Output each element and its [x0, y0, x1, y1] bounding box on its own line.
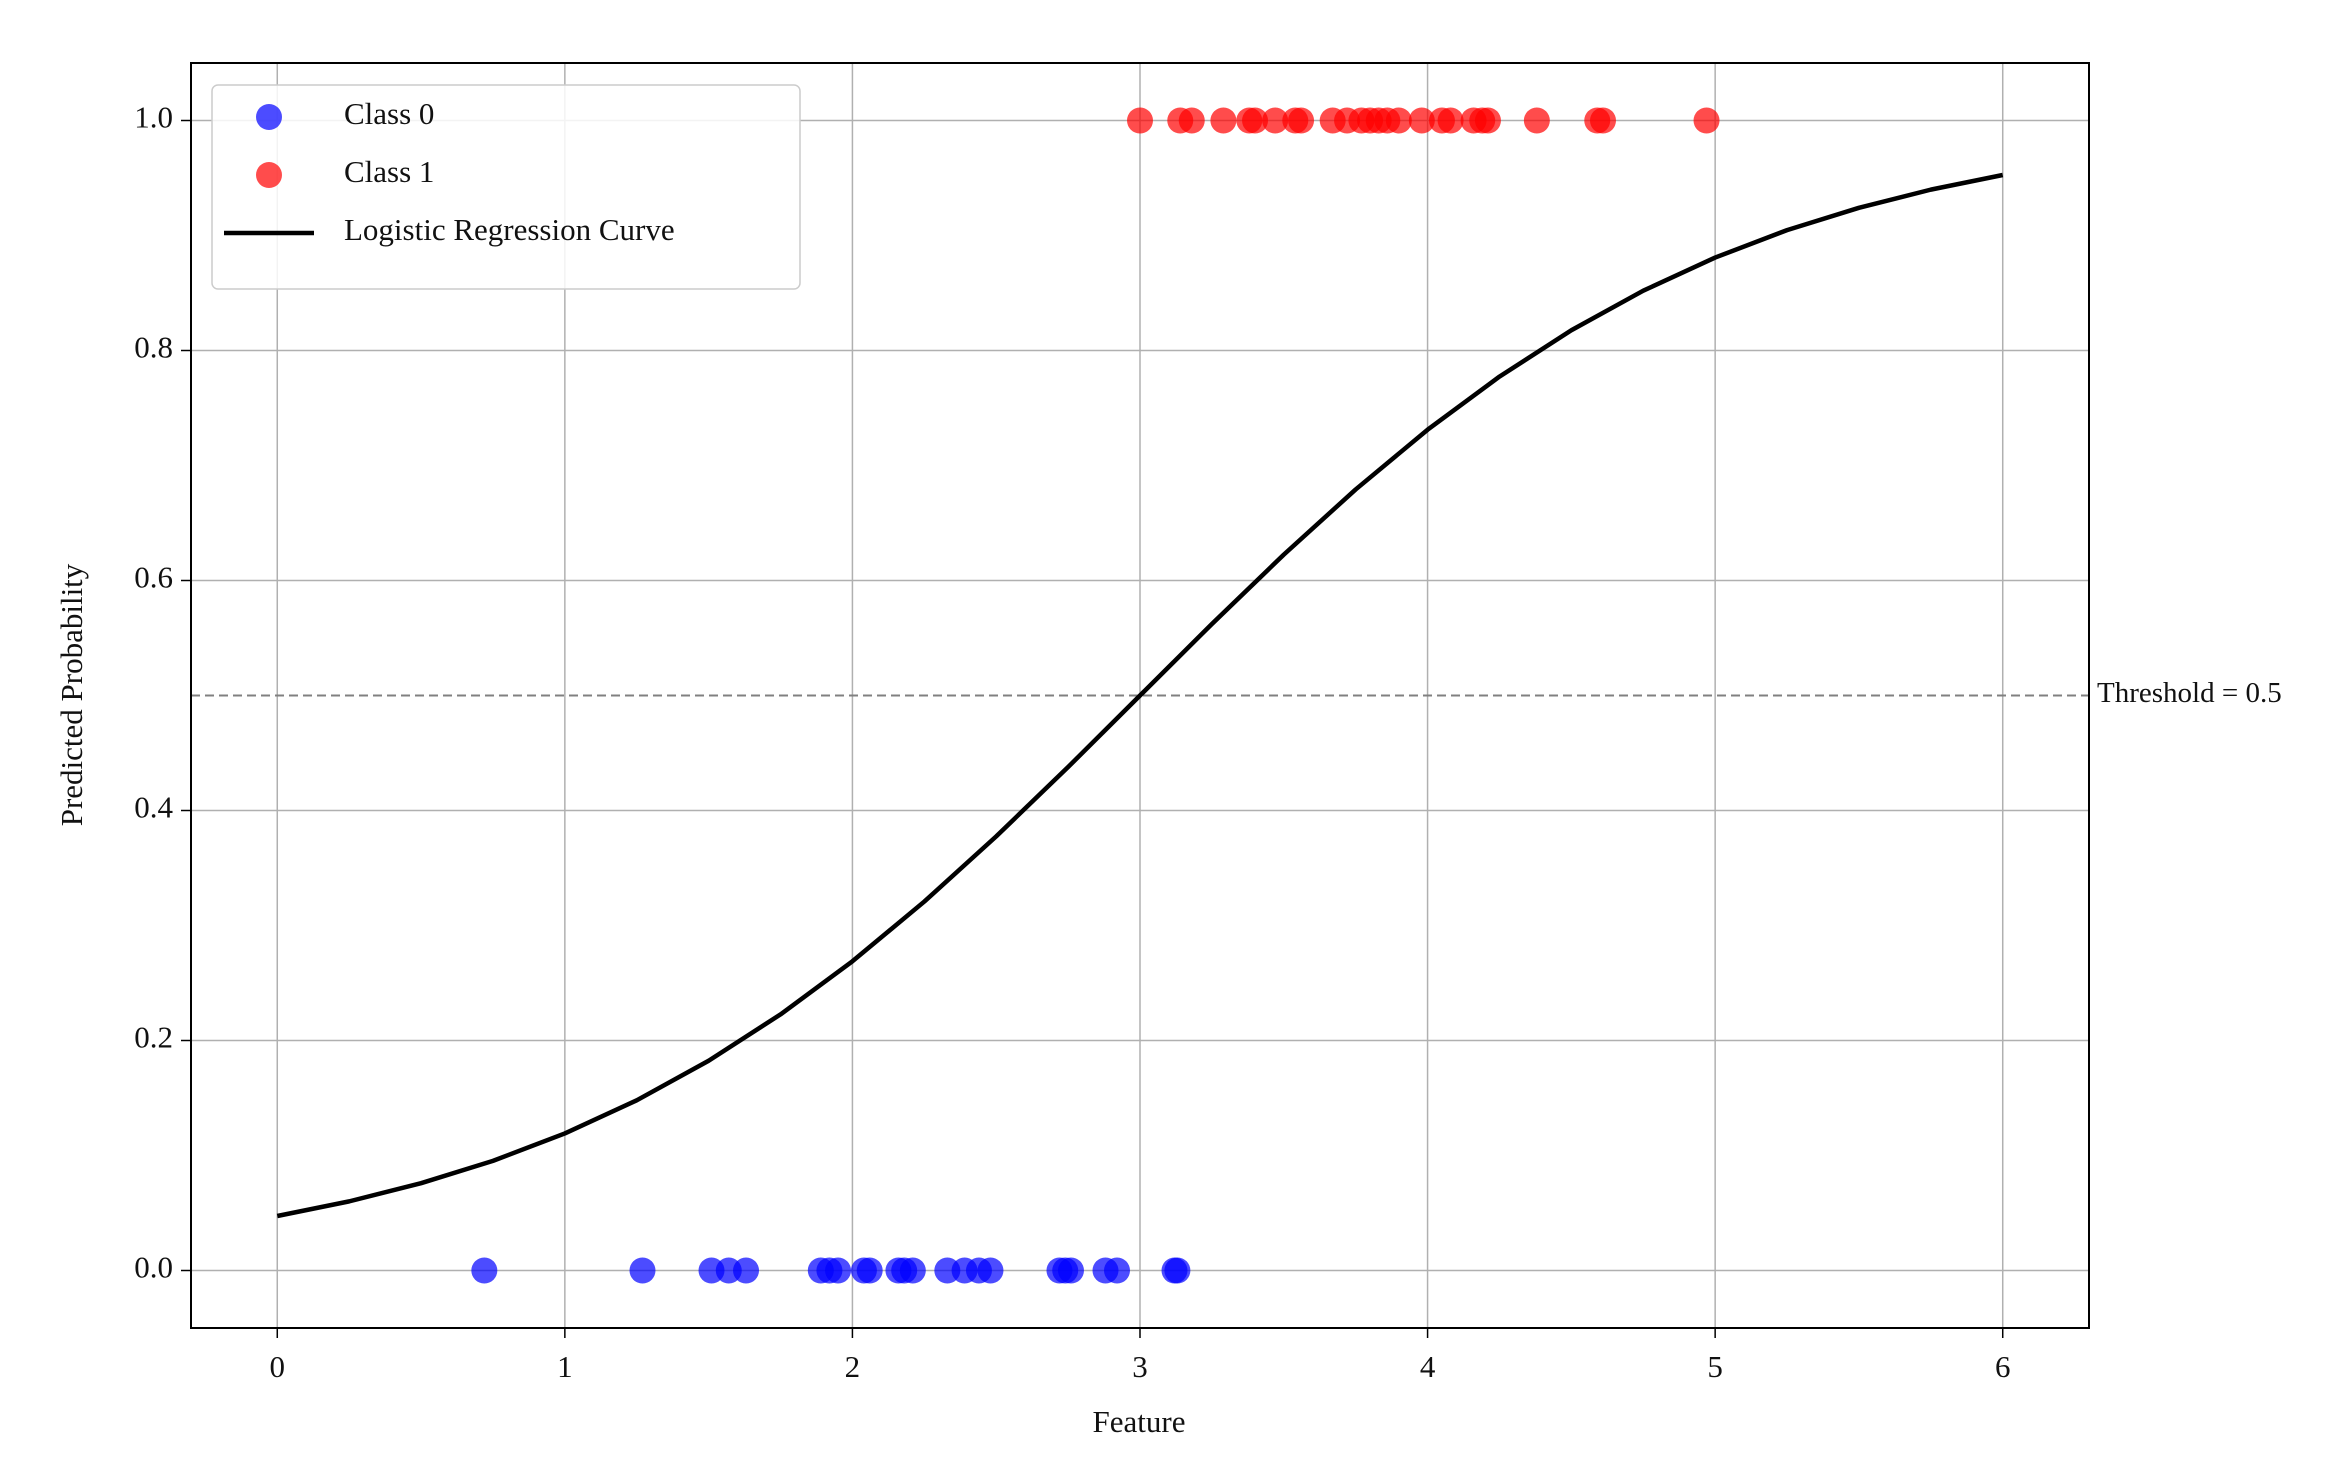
legend-label: Class 1: [344, 154, 434, 189]
data-point: [733, 1257, 760, 1284]
threshold-label: Threshold = 0.5: [2097, 677, 2282, 709]
legend-label: Logistic Regression Curve: [344, 212, 675, 247]
data-point: [1437, 107, 1464, 134]
x-tick-label: 4: [1420, 1349, 1436, 1384]
curve-line: [276, 172, 2004, 1219]
data-point: [1589, 107, 1616, 134]
data-point: [1127, 107, 1153, 134]
data-point: [629, 1257, 656, 1284]
data-point: [825, 1257, 852, 1284]
y-tick-label: 0.0: [134, 1250, 173, 1285]
legend-swatch: [256, 162, 282, 188]
data-point: [1242, 107, 1269, 134]
data-point: [1057, 1257, 1084, 1284]
legend-swatch: [256, 104, 282, 130]
y-axis-label: Predicted Probability: [54, 563, 89, 826]
data-point: [1385, 107, 1412, 134]
data-point: [1693, 107, 1720, 134]
x-tick-label: 3: [1132, 1349, 1148, 1384]
data-point: [1523, 107, 1550, 134]
x-tick-label: 5: [1707, 1349, 1723, 1384]
data-point: [1178, 107, 1205, 134]
data-point: [856, 1257, 883, 1284]
data-point: [1210, 107, 1237, 134]
data-point: [1103, 1257, 1130, 1284]
legend-box: [211, 84, 801, 290]
data-point: [1408, 107, 1435, 134]
y-tick-label: 1.0: [134, 100, 173, 135]
data-point: [471, 1257, 498, 1284]
y-tick-label: 0.2: [134, 1020, 173, 1055]
data-point: [1288, 107, 1315, 134]
x-tick-label: 0: [270, 1349, 286, 1384]
y-tick-label: 0.6: [134, 560, 173, 595]
data-point: [977, 1257, 1004, 1284]
data-point: [1164, 1257, 1191, 1284]
x-axis-label: Feature: [1093, 1404, 1186, 1439]
plot-frame: [190, 62, 2090, 1329]
data-point: [899, 1257, 926, 1284]
x-tick-label: 6: [1995, 1349, 2011, 1384]
x-tick-label: 1: [557, 1349, 573, 1384]
y-tick-label: 0.8: [134, 330, 173, 365]
x-tick-label: 2: [845, 1349, 861, 1384]
data-point: [1474, 107, 1501, 134]
legend-label: Class 0: [344, 96, 434, 131]
data-point: [1262, 107, 1289, 134]
y-tick-label: 0.4: [134, 790, 173, 825]
